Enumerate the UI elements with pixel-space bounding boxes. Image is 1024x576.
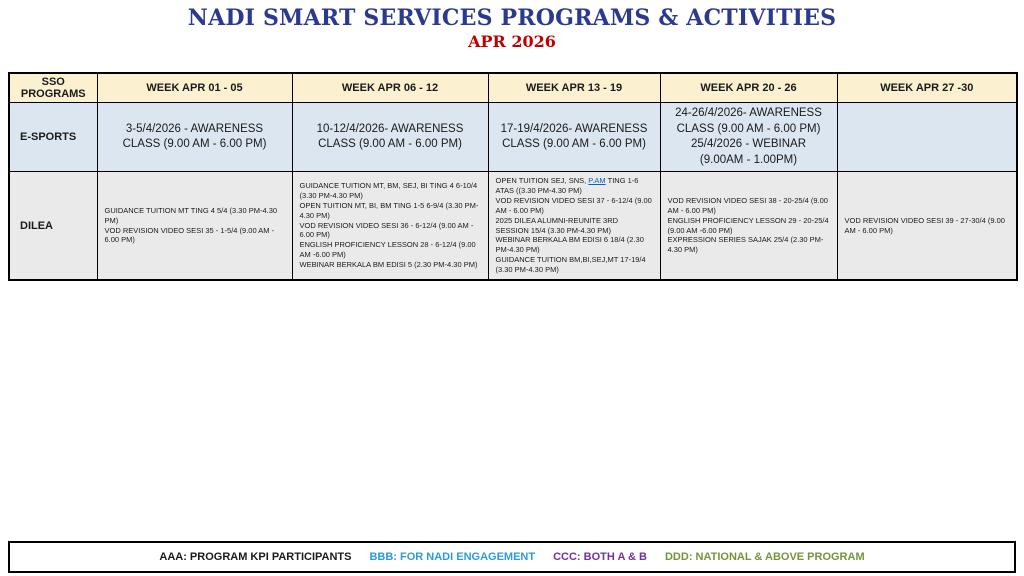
p-am-link[interactable]: P.AM (588, 176, 606, 186)
cell-line: 25/4/2026 - WEBINAR (690, 138, 807, 151)
cell-line: ENGLISH PROFICIENCY LESSON 28 - 6-12/4 (… (299, 240, 476, 260)
cell-line: 17-19/4/2026- AWARENESS CLASS (9.00 AM -… (500, 122, 648, 151)
esports-week-4-cell: 24-26/4/2026- AWARENESS CLASS (9.00 AM -… (659, 101, 838, 173)
legend-footer: AAA: PROGRAM KPI PARTICIPANTS BBB: FOR N… (8, 541, 1016, 573)
cell-text: TING 1-6 ATAS ((3.30 PM-4.30 PM) (495, 176, 639, 195)
legend-ccc: CCC: BOTH A & B (553, 551, 647, 563)
header-week-3: WEEK APR 13 - 19 (487, 72, 661, 103)
dilea-week-5-cell: VOD REVISION VIDEO SESI 39 - 27-30/4 (9.… (836, 171, 1018, 281)
legend-aaa: AAA: PROGRAM KPI PARTICIPANTS (159, 551, 352, 563)
esports-week-3-cell: 17-19/4/2026- AWARENESS CLASS (9.00 AM -… (487, 101, 661, 173)
esports-week-2-cell: 10-12/4/2026- AWARENESS CLASS (9.00 AM -… (291, 101, 489, 173)
header-sso-programs: SSO PROGRAMS (8, 72, 98, 103)
cell-text: OPEN TUITION SEJ, SNS, (495, 176, 589, 186)
table-row-esports: E-SPORTS 3-5/4/2026 - AWARENESS CLASS (9… (8, 101, 1018, 173)
legend-ddd: DDD: NATIONAL & ABOVE PROGRAM (664, 551, 865, 563)
esports-week-1-cell: 3-5/4/2026 - AWARENESS CLASS (9.00 AM - … (96, 101, 293, 173)
cell-line: 3-5/4/2026 - AWARENESS CLASS (9.00 AM - … (122, 122, 267, 151)
esports-week-5-cell (836, 101, 1018, 173)
header-week-1: WEEK APR 01 - 05 (96, 72, 293, 103)
cell-line: WEBINAR BERKALA BM EDISI 5 (2.30 PM-4.30… (299, 260, 478, 270)
page-subtitle: APR 2026 (468, 32, 556, 51)
legend-bbb: BBB: FOR NADI ENGAGEMENT (369, 551, 536, 563)
table-row-dilea: DILEA GUIDANCE TUITION MT TING 4 5/4 (3.… (8, 171, 1018, 281)
programs-schedule-table: SSO PROGRAMS WEEK APR 01 - 05 WEEK APR 0… (8, 72, 1018, 281)
dilea-week-4-cell: VOD REVISION VIDEO SESI 38 - 20-25/4 (9.… (659, 171, 838, 281)
dilea-week-3-cell: OPEN TUITION SEJ, SNS, P.AM TING 1-6 ATA… (487, 171, 661, 281)
header-week-4: WEEK APR 20 - 26 (659, 72, 838, 103)
cell-line: VOD REVISION VIDEO SESI 35 - 1-5/4 (9.00… (104, 225, 275, 245)
cell-line: VOD REVISION VIDEO SESI 36 - 6-12/4 (9.0… (299, 220, 474, 240)
page-title: NADI SMART SERVICES PROGRAMS & ACTIVITIE… (187, 5, 837, 31)
cell-line: 10-12/4/2026- AWARENESS CLASS (9.00 AM -… (316, 122, 464, 151)
cell-line: VOD REVISION VIDEO SESI 37 - 6-12/4 (9.0… (495, 195, 652, 215)
cell-line: OPEN TUITION MT, BI, BM TING 1-5 6-9/4 (… (299, 200, 479, 220)
cell-line: (9.00AM - 1.00PM) (699, 153, 798, 166)
dilea-week-1-cell: GUIDANCE TUITION MT TING 4 5/4 (3.30 PM-… (96, 171, 293, 281)
header-week-5: WEEK APR 27 -30 (836, 72, 1018, 103)
row-label-dilea: DILEA (8, 171, 98, 281)
cell-line: ENGLISH PROFICIENCY LESSON 29 - 20-25/4 … (667, 215, 829, 235)
dilea-week-2-cell: GUIDANCE TUITION MT, BM, SEJ, BI TING 4 … (291, 171, 489, 281)
row-label-esports: E-SPORTS (8, 101, 98, 173)
cell-line: GUIDANCE TUITION MT TING 4 5/4 (3.30 PM-… (104, 205, 278, 225)
cell-line: GUIDANCE TUITION BM,BI,SEJ,MT 17-19/4 (3… (495, 255, 646, 275)
cell-line: WEBINAR BERKALA BM EDISI 6 18/4 (2.30 PM… (495, 235, 644, 255)
cell-line: 24-26/4/2026- AWARENESS CLASS (9.00 AM -… (675, 107, 822, 135)
header-week-2: WEEK APR 06 - 12 (291, 72, 489, 103)
cell-line: EXPRESSION SERIES SAJAK 25/4 (2.30 PM-4.… (667, 235, 824, 255)
cell-line: GUIDANCE TUITION MT, BM, SEJ, BI TING 4 … (299, 181, 478, 200)
cell-line: VOD REVISION VIDEO SESI 39 - 27-30/4 (9.… (844, 215, 1005, 235)
cell-line: VOD REVISION VIDEO SESI 38 - 20-25/4 (9.… (667, 195, 828, 215)
cell-line: OPEN TUITION SEJ, SNS, P.AM TING 1-6 ATA… (496, 176, 653, 196)
table-header-row: SSO PROGRAMS WEEK APR 01 - 05 WEEK APR 0… (8, 72, 1018, 103)
cell-line: 2025 DILEA ALUMNI-REUNITE 3RD SESSION 15… (495, 215, 619, 235)
